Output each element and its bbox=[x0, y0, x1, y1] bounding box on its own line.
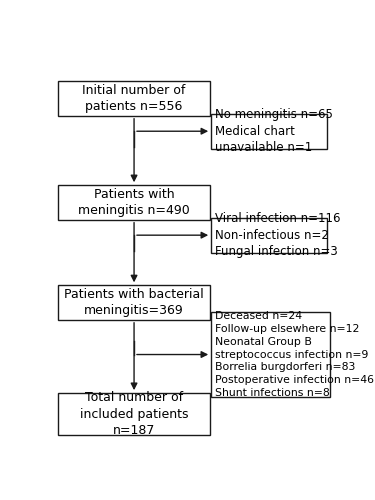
Text: Total number of
included patients
n=187: Total number of included patients n=187 bbox=[80, 391, 188, 437]
FancyBboxPatch shape bbox=[58, 185, 210, 220]
FancyBboxPatch shape bbox=[58, 393, 210, 436]
Text: No meningitis n=65
Medical chart
unavailable n=1: No meningitis n=65 Medical chart unavail… bbox=[214, 108, 333, 154]
FancyBboxPatch shape bbox=[58, 285, 210, 320]
FancyBboxPatch shape bbox=[58, 81, 210, 116]
Text: Patients with
meningitis n=490: Patients with meningitis n=490 bbox=[78, 188, 190, 217]
Text: Deceased n=24
Follow-up elsewhere n=12
Neonatal Group B
streptococcus infection : Deceased n=24 Follow-up elsewhere n=12 N… bbox=[214, 311, 374, 398]
Text: Initial number of
patients n=556: Initial number of patients n=556 bbox=[82, 84, 186, 114]
Text: Patients with bacterial
meningitis=369: Patients with bacterial meningitis=369 bbox=[64, 288, 204, 318]
FancyBboxPatch shape bbox=[211, 312, 330, 397]
FancyBboxPatch shape bbox=[211, 218, 327, 252]
FancyBboxPatch shape bbox=[211, 114, 327, 148]
Text: Viral infection n=116
Non-infectious n=2
Fungal infection n=3: Viral infection n=116 Non-infectious n=2… bbox=[214, 212, 340, 258]
